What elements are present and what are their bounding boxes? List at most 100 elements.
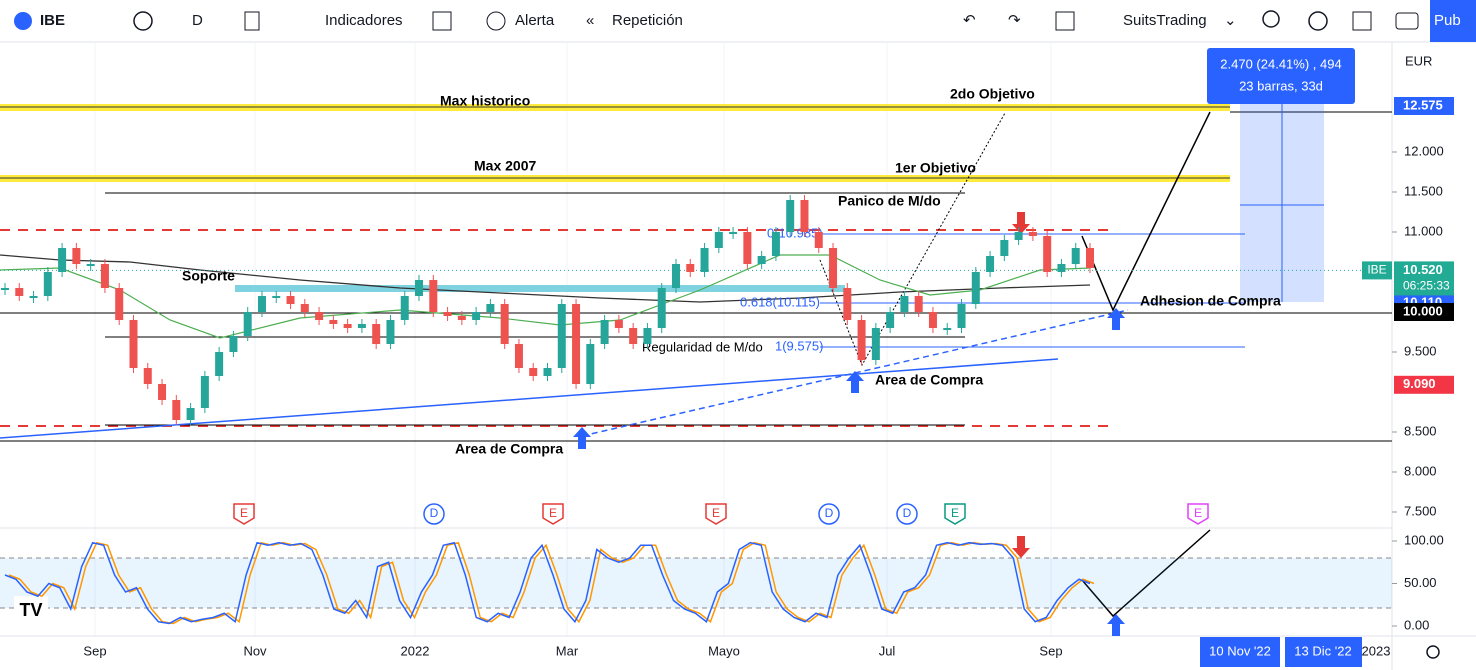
layout-icon[interactable]	[1055, 11, 1075, 31]
indicators[interactable]: Indicadores	[325, 12, 403, 29]
candle	[257, 296, 266, 312]
search[interactable]	[1262, 10, 1280, 28]
candle	[529, 368, 538, 376]
symbol[interactable]: IBE	[40, 12, 65, 29]
candle	[928, 312, 937, 328]
candle	[15, 288, 24, 296]
undo[interactable]: ↶	[963, 12, 976, 29]
candle	[372, 324, 381, 344]
annotation: Soporte	[182, 268, 235, 284]
price-label-box	[1394, 303, 1454, 321]
replay-icon[interactable]: «	[586, 12, 594, 29]
last-price-symbol: IBE	[1367, 263, 1386, 277]
candle	[629, 328, 638, 344]
candle	[343, 324, 352, 328]
last-price-tag	[1362, 261, 1392, 280]
price-tick-label: 12.000	[1404, 143, 1444, 158]
candle	[572, 304, 581, 384]
price-tick-label: 8.500	[1404, 423, 1437, 438]
candle	[729, 232, 738, 234]
candle	[786, 200, 795, 232]
ma-200	[0, 254, 1091, 303]
candle	[329, 320, 338, 324]
candle	[243, 312, 252, 336]
symbol-icon[interactable]	[14, 12, 32, 30]
interval[interactable]: D	[192, 12, 203, 29]
layout-menu[interactable]: ⌄	[1224, 12, 1237, 29]
down-arrow	[1012, 536, 1030, 558]
snapshot[interactable]	[1395, 12, 1419, 30]
candle	[415, 280, 424, 296]
osc-tick-label: 100.00	[1404, 532, 1444, 547]
event-badge	[705, 503, 727, 525]
event-badge	[233, 503, 255, 525]
currency[interactable]: EUR	[1405, 53, 1432, 68]
candle	[1071, 248, 1080, 264]
candle	[686, 264, 695, 272]
candle	[1043, 236, 1052, 272]
chart-type[interactable]	[244, 11, 260, 31]
candle	[671, 264, 680, 288]
event-label: E	[549, 506, 557, 520]
candle	[143, 368, 152, 384]
candle	[900, 296, 909, 312]
time-label: Sep	[83, 643, 106, 658]
candle	[172, 400, 181, 420]
candle	[1057, 264, 1066, 272]
last-price-box	[1394, 261, 1454, 296]
settings[interactable]	[1308, 11, 1328, 31]
time-box	[1200, 637, 1280, 667]
candle	[857, 320, 866, 360]
axis-settings[interactable]	[1426, 645, 1440, 659]
price-label: 9.090	[1403, 376, 1436, 391]
candle	[215, 352, 224, 376]
measure-line1: 2.470 (24.41%) , 494	[1220, 56, 1341, 71]
fullscreen[interactable]	[1352, 11, 1372, 31]
candle	[771, 232, 780, 256]
price-tick-label: 8.000	[1404, 463, 1437, 478]
candle	[543, 368, 552, 376]
alert[interactable]: Alerta	[515, 12, 555, 29]
measure-line2: 23 barras, 33d	[1239, 78, 1323, 93]
candle	[86, 264, 95, 266]
candle	[1000, 240, 1009, 256]
countdown: 06:25:33	[1403, 279, 1450, 293]
annotation: 0.618(10.115)	[740, 294, 820, 309]
up-arrow	[1107, 614, 1125, 636]
annotation: 1er Objetivo	[895, 160, 976, 176]
candle	[129, 320, 138, 368]
candle	[486, 304, 495, 312]
publish[interactable]: Pub	[1434, 12, 1461, 29]
redo[interactable]: ↷	[1008, 12, 1021, 29]
up-arrow	[846, 371, 864, 393]
event-badge	[423, 503, 445, 525]
candle	[1014, 232, 1023, 240]
add-symbol[interactable]	[133, 11, 153, 31]
price-label: 12.575	[1403, 97, 1443, 112]
candle	[115, 288, 124, 320]
tv-logo-text[interactable]: TV	[19, 600, 42, 620]
candle	[1028, 232, 1037, 236]
event-badge	[1187, 503, 1209, 525]
event-label: D	[430, 506, 439, 520]
osc-tick-label: 50.00	[1404, 575, 1437, 590]
time-label: Mayo	[708, 643, 740, 658]
candle	[400, 296, 409, 320]
candle	[800, 200, 809, 232]
templates[interactable]	[432, 11, 452, 31]
layout-name[interactable]: SuitsTrading	[1123, 12, 1207, 29]
candle	[286, 296, 295, 304]
tv-logo[interactable]	[14, 596, 48, 626]
time-box-label: 10 Nov '22	[1209, 643, 1271, 658]
replay[interactable]: Repetición	[612, 12, 683, 29]
candle	[300, 304, 309, 312]
publish-button[interactable]	[1430, 0, 1476, 42]
alert-icon[interactable]	[486, 11, 506, 31]
event-label: E	[712, 506, 720, 520]
event-label: E	[1194, 506, 1202, 520]
annotation: Regularidad de M/do	[642, 339, 763, 354]
arrows	[573, 212, 1125, 636]
annotation: 2do Objetivo	[950, 86, 1035, 102]
candle	[29, 296, 38, 298]
